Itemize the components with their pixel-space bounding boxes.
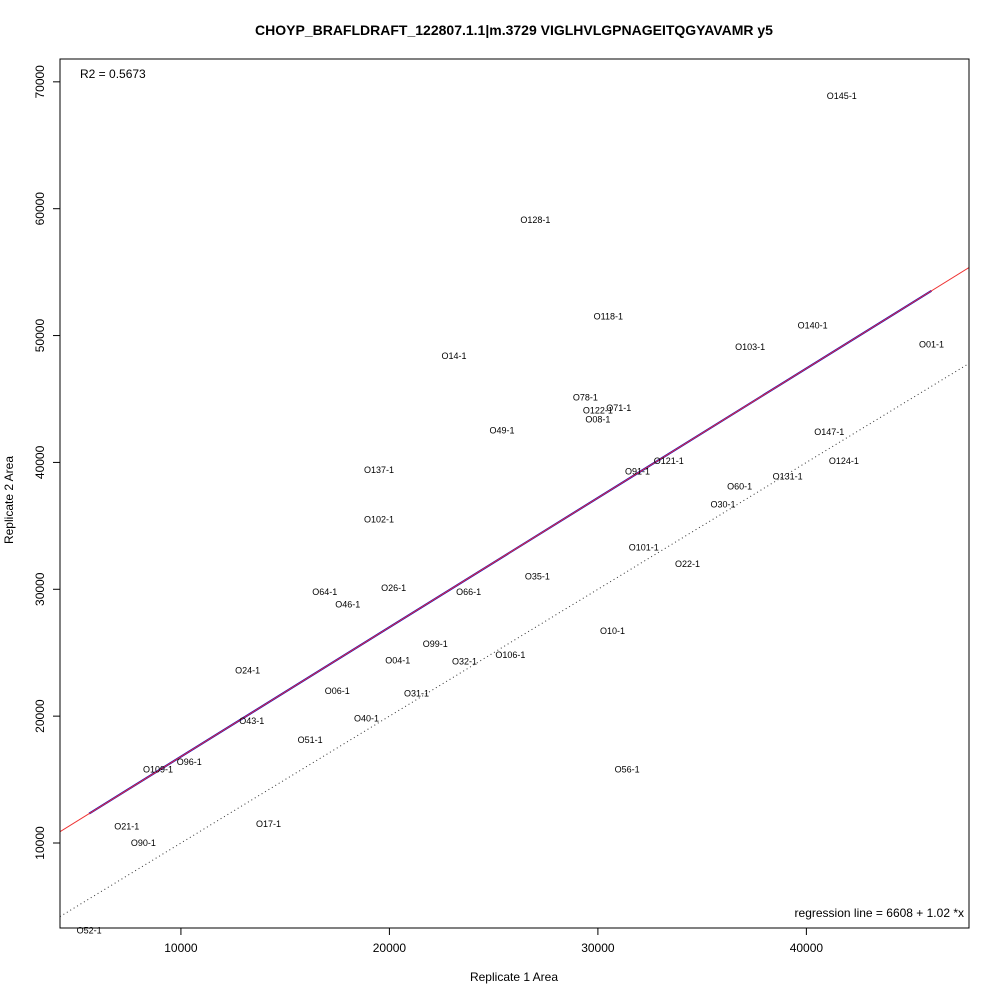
point-label: O56-1 [615, 764, 640, 774]
point-label: O145-1 [827, 91, 857, 101]
point-label: O14-1 [442, 351, 467, 361]
point-label: O32-1 [452, 657, 477, 667]
x-tick-label: 10000 [164, 941, 198, 955]
point-label: O122-1 [583, 405, 613, 415]
point-label: O43-1 [239, 716, 264, 726]
point-label: O60-1 [727, 482, 752, 492]
point-label: O131-1 [773, 471, 803, 481]
point-label: O64-1 [312, 587, 337, 597]
point-label: O08-1 [585, 414, 610, 424]
point-label: O46-1 [335, 600, 360, 610]
point-label: O04-1 [385, 655, 410, 665]
point-label: O22-1 [675, 559, 700, 569]
point-label: O24-1 [235, 665, 260, 675]
y-tick-label: 70000 [33, 65, 47, 99]
x-tick-label: 30000 [581, 941, 615, 955]
point-label: O101-1 [629, 542, 659, 552]
point-label: O30-1 [710, 499, 735, 509]
point-label: O137-1 [364, 465, 394, 475]
y-tick-label: 10000 [33, 826, 47, 860]
point-label: O71-1 [606, 403, 631, 413]
point-label: O78-1 [573, 393, 598, 403]
point-label: O06-1 [325, 686, 350, 696]
plot-frame [59, 58, 970, 929]
point-label: O99-1 [423, 639, 448, 649]
point-label: O31-1 [404, 688, 429, 698]
plot-points: O145-1 O128-1 O118-1 O140-1 O103-1 O01-1 O14-1… [77, 91, 944, 936]
plot-lines [60, 267, 969, 918]
point-label: O109-1 [143, 764, 173, 774]
point-label: O17-1 [256, 819, 281, 829]
point-label: O49-1 [489, 426, 514, 436]
y-axis-title: Replicate 2 Area [2, 456, 16, 544]
point-label: O21-1 [114, 822, 139, 832]
y-tick-label: 30000 [33, 572, 47, 606]
x-axis: 10000 20000 30000 40000 [164, 928, 823, 955]
y-tick-label: 60000 [33, 192, 47, 226]
y-tick-label: 50000 [33, 319, 47, 353]
x-axis-title: Replicate 1 Area [470, 970, 558, 984]
r-squared-annotation: R2 = 0.5673 [80, 67, 146, 81]
point-label: O118-1 [594, 312, 623, 322]
point-label: O96-1 [177, 757, 202, 767]
point-label: O51-1 [298, 735, 323, 745]
y-tick-label: 20000 [33, 699, 47, 733]
point-label: O35-1 [525, 572, 550, 582]
x-tick-label: 40000 [790, 941, 824, 955]
point-label: O66-1 [456, 587, 481, 597]
chart-title: CHOYP_BRAFLDRAFT_122807.1.1|m.3729 VIGLH… [255, 22, 773, 38]
point-label: O40-1 [354, 714, 379, 724]
point-label: O01-1 [919, 339, 944, 349]
point-label: O10-1 [600, 626, 625, 636]
regression-equation-annotation: regression line = 6608 + 1.02 *x [795, 906, 964, 920]
y-tick-label: 40000 [33, 445, 47, 479]
point-label: O124-1 [829, 456, 859, 466]
point-label: O147-1 [814, 427, 844, 437]
x-tick-label: 20000 [373, 941, 407, 955]
point-label: O102-1 [364, 515, 394, 525]
point-label: O26-1 [381, 583, 406, 593]
point-label: O103-1 [735, 342, 765, 352]
identity-line [60, 363, 969, 918]
point-label: O140-1 [798, 320, 828, 330]
point-label: O106-1 [495, 650, 525, 660]
point-label: O90-1 [131, 838, 156, 848]
point-label: O91-1 [625, 466, 650, 476]
y-axis: 10000 20000 30000 40000 50000 60000 70000 [33, 65, 60, 860]
point-label: O128-1 [520, 215, 550, 225]
fit-line [60, 267, 969, 833]
point-label: O52-1 [77, 926, 102, 936]
point-label: O121-1 [654, 456, 684, 466]
